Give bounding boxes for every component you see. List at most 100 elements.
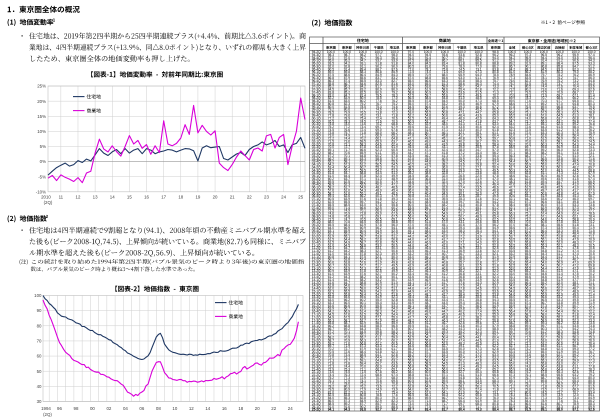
svg-text:54.6: 54.6 — [509, 289, 515, 293]
svg-text:70.6: 70.6 — [588, 278, 594, 282]
svg-text:55.1: 55.1 — [541, 240, 547, 244]
svg-text:100.0: 100.0 — [508, 50, 516, 54]
svg-text:52.6: 52.6 — [492, 278, 498, 282]
svg-text:68.9: 68.9 — [572, 387, 578, 391]
svg-text:53.9: 53.9 — [541, 258, 547, 262]
svg-text:67.0: 67.0 — [588, 188, 594, 192]
svg-text:58.7: 58.7 — [572, 344, 578, 348]
svg-text:70.8: 70.8 — [328, 353, 334, 357]
svg-text:58.6: 58.6 — [557, 333, 563, 337]
svg-text:49.5: 49.5 — [509, 171, 515, 175]
svg-text:77.4: 77.4 — [588, 119, 594, 123]
svg-text:65.5: 65.5 — [344, 200, 350, 204]
svg-text:86.2: 86.2 — [525, 70, 531, 74]
svg-text:75.2: 75.2 — [391, 102, 397, 106]
svg-text:67.1: 67.1 — [572, 93, 578, 97]
svg-text:90.1: 90.1 — [525, 64, 531, 68]
svg-text:65.3: 65.3 — [557, 111, 563, 115]
svg-text:96.3: 96.3 — [375, 56, 381, 60]
svg-text:13-1Q: 13-1Q — [312, 266, 321, 270]
svg-text:85.7: 85.7 — [344, 88, 350, 92]
svg-text:44.7: 44.7 — [442, 310, 448, 314]
svg-text:66.6: 66.6 — [360, 206, 366, 210]
svg-text:78.3: 78.3 — [509, 399, 515, 403]
svg-text:74.5: 74.5 — [458, 67, 464, 71]
svg-text:79.2: 79.2 — [328, 108, 334, 112]
svg-text:79.2: 79.2 — [391, 90, 397, 94]
svg-text:87.7: 87.7 — [360, 402, 366, 406]
svg-text:66.5: 66.5 — [525, 232, 531, 236]
svg-text:65.7: 65.7 — [360, 336, 366, 340]
svg-text:54.0: 54.0 — [442, 359, 448, 363]
svg-text:61.6: 61.6 — [344, 191, 350, 195]
svg-text:49.0: 49.0 — [408, 128, 414, 132]
svg-text:44.4: 44.4 — [408, 284, 414, 288]
svg-text:67.7: 67.7 — [328, 333, 334, 337]
svg-text:62.8: 62.8 — [408, 385, 414, 389]
svg-text:13-3Q: 13-3Q — [312, 272, 321, 276]
svg-text:59.7: 59.7 — [425, 93, 431, 97]
svg-text:62.9: 62.9 — [360, 321, 366, 325]
svg-text:62.4: 62.4 — [572, 212, 578, 216]
svg-text:97-4Q: 97-4Q — [312, 90, 321, 94]
svg-text:29.8: 29.8 — [475, 163, 481, 167]
svg-text:54.9: 54.9 — [572, 139, 578, 143]
svg-text:45.1: 45.1 — [475, 206, 481, 210]
svg-text:47.0: 47.0 — [572, 261, 578, 265]
svg-text:62.8: 62.8 — [557, 359, 563, 363]
svg-text:51.0: 51.0 — [391, 281, 397, 285]
svg-text:43.9: 43.9 — [442, 142, 448, 146]
svg-text:52.6: 52.6 — [425, 203, 431, 207]
svg-text:55.3: 55.3 — [408, 347, 414, 351]
svg-text:70: 70 — [37, 339, 42, 344]
svg-text:58.4: 58.4 — [509, 203, 515, 207]
svg-text:74.6: 74.6 — [391, 105, 397, 109]
svg-text:58.3: 58.3 — [360, 249, 366, 253]
svg-text:53.9: 53.9 — [509, 281, 515, 285]
svg-text:77.2: 77.2 — [588, 347, 594, 351]
svg-text:83.4: 83.4 — [588, 390, 594, 394]
svg-text:21-1Q: 21-1Q — [312, 359, 321, 363]
svg-text:73.8: 73.8 — [588, 324, 594, 328]
svg-text:65.6: 65.6 — [442, 76, 448, 80]
svg-text:64.9: 64.9 — [557, 212, 563, 216]
svg-text:33.6: 33.6 — [442, 188, 448, 192]
svg-text:12-2Q: 12-2Q — [312, 258, 321, 262]
svg-text:78.3: 78.3 — [525, 93, 531, 97]
svg-text:49.7: 49.7 — [425, 312, 431, 316]
svg-text:62.3: 62.3 — [344, 183, 350, 187]
svg-text:61.1: 61.1 — [375, 151, 381, 155]
svg-text:54.8: 54.8 — [425, 113, 431, 117]
svg-text:59.8: 59.8 — [541, 145, 547, 149]
svg-text:73.6: 73.6 — [541, 88, 547, 92]
svg-text:36.9: 36.9 — [458, 278, 464, 282]
svg-text:66.2: 66.2 — [328, 157, 334, 161]
svg-text:75.8: 75.8 — [541, 82, 547, 86]
svg-text:67.4: 67.4 — [541, 212, 547, 216]
svg-text:53.3: 53.3 — [391, 304, 397, 308]
svg-text:55.6: 55.6 — [425, 338, 431, 342]
svg-text:50.8: 50.8 — [442, 217, 448, 221]
svg-text:70.2: 70.2 — [375, 122, 381, 126]
svg-text:86.2: 86.2 — [588, 399, 594, 403]
svg-text:42.9: 42.9 — [475, 116, 481, 120]
svg-text:73.7: 73.7 — [557, 82, 563, 86]
svg-text:13-2Q: 13-2Q — [312, 269, 321, 273]
svg-text:62.7: 62.7 — [442, 387, 448, 391]
svg-text:64.5: 64.5 — [557, 113, 563, 117]
svg-text:74.9: 74.9 — [344, 134, 350, 138]
svg-text:84.8: 84.8 — [588, 79, 594, 83]
svg-text:64.7: 64.7 — [344, 171, 350, 175]
svg-text:65.9: 65.9 — [525, 235, 531, 239]
svg-text:66.2: 66.2 — [328, 324, 334, 328]
svg-text:69.0: 69.0 — [541, 105, 547, 109]
svg-text:12-3Q: 12-3Q — [312, 261, 321, 265]
svg-text:66.3: 66.3 — [525, 287, 531, 291]
svg-text:63.2: 63.2 — [391, 359, 397, 363]
svg-text:57.8: 57.8 — [425, 209, 431, 213]
svg-text:78.1: 78.1 — [588, 113, 594, 117]
svg-text:65.0: 65.0 — [492, 113, 498, 117]
svg-text:84.5: 84.5 — [425, 62, 431, 66]
svg-text:50.5: 50.5 — [391, 240, 397, 244]
svg-text:71.6: 71.6 — [588, 157, 594, 161]
